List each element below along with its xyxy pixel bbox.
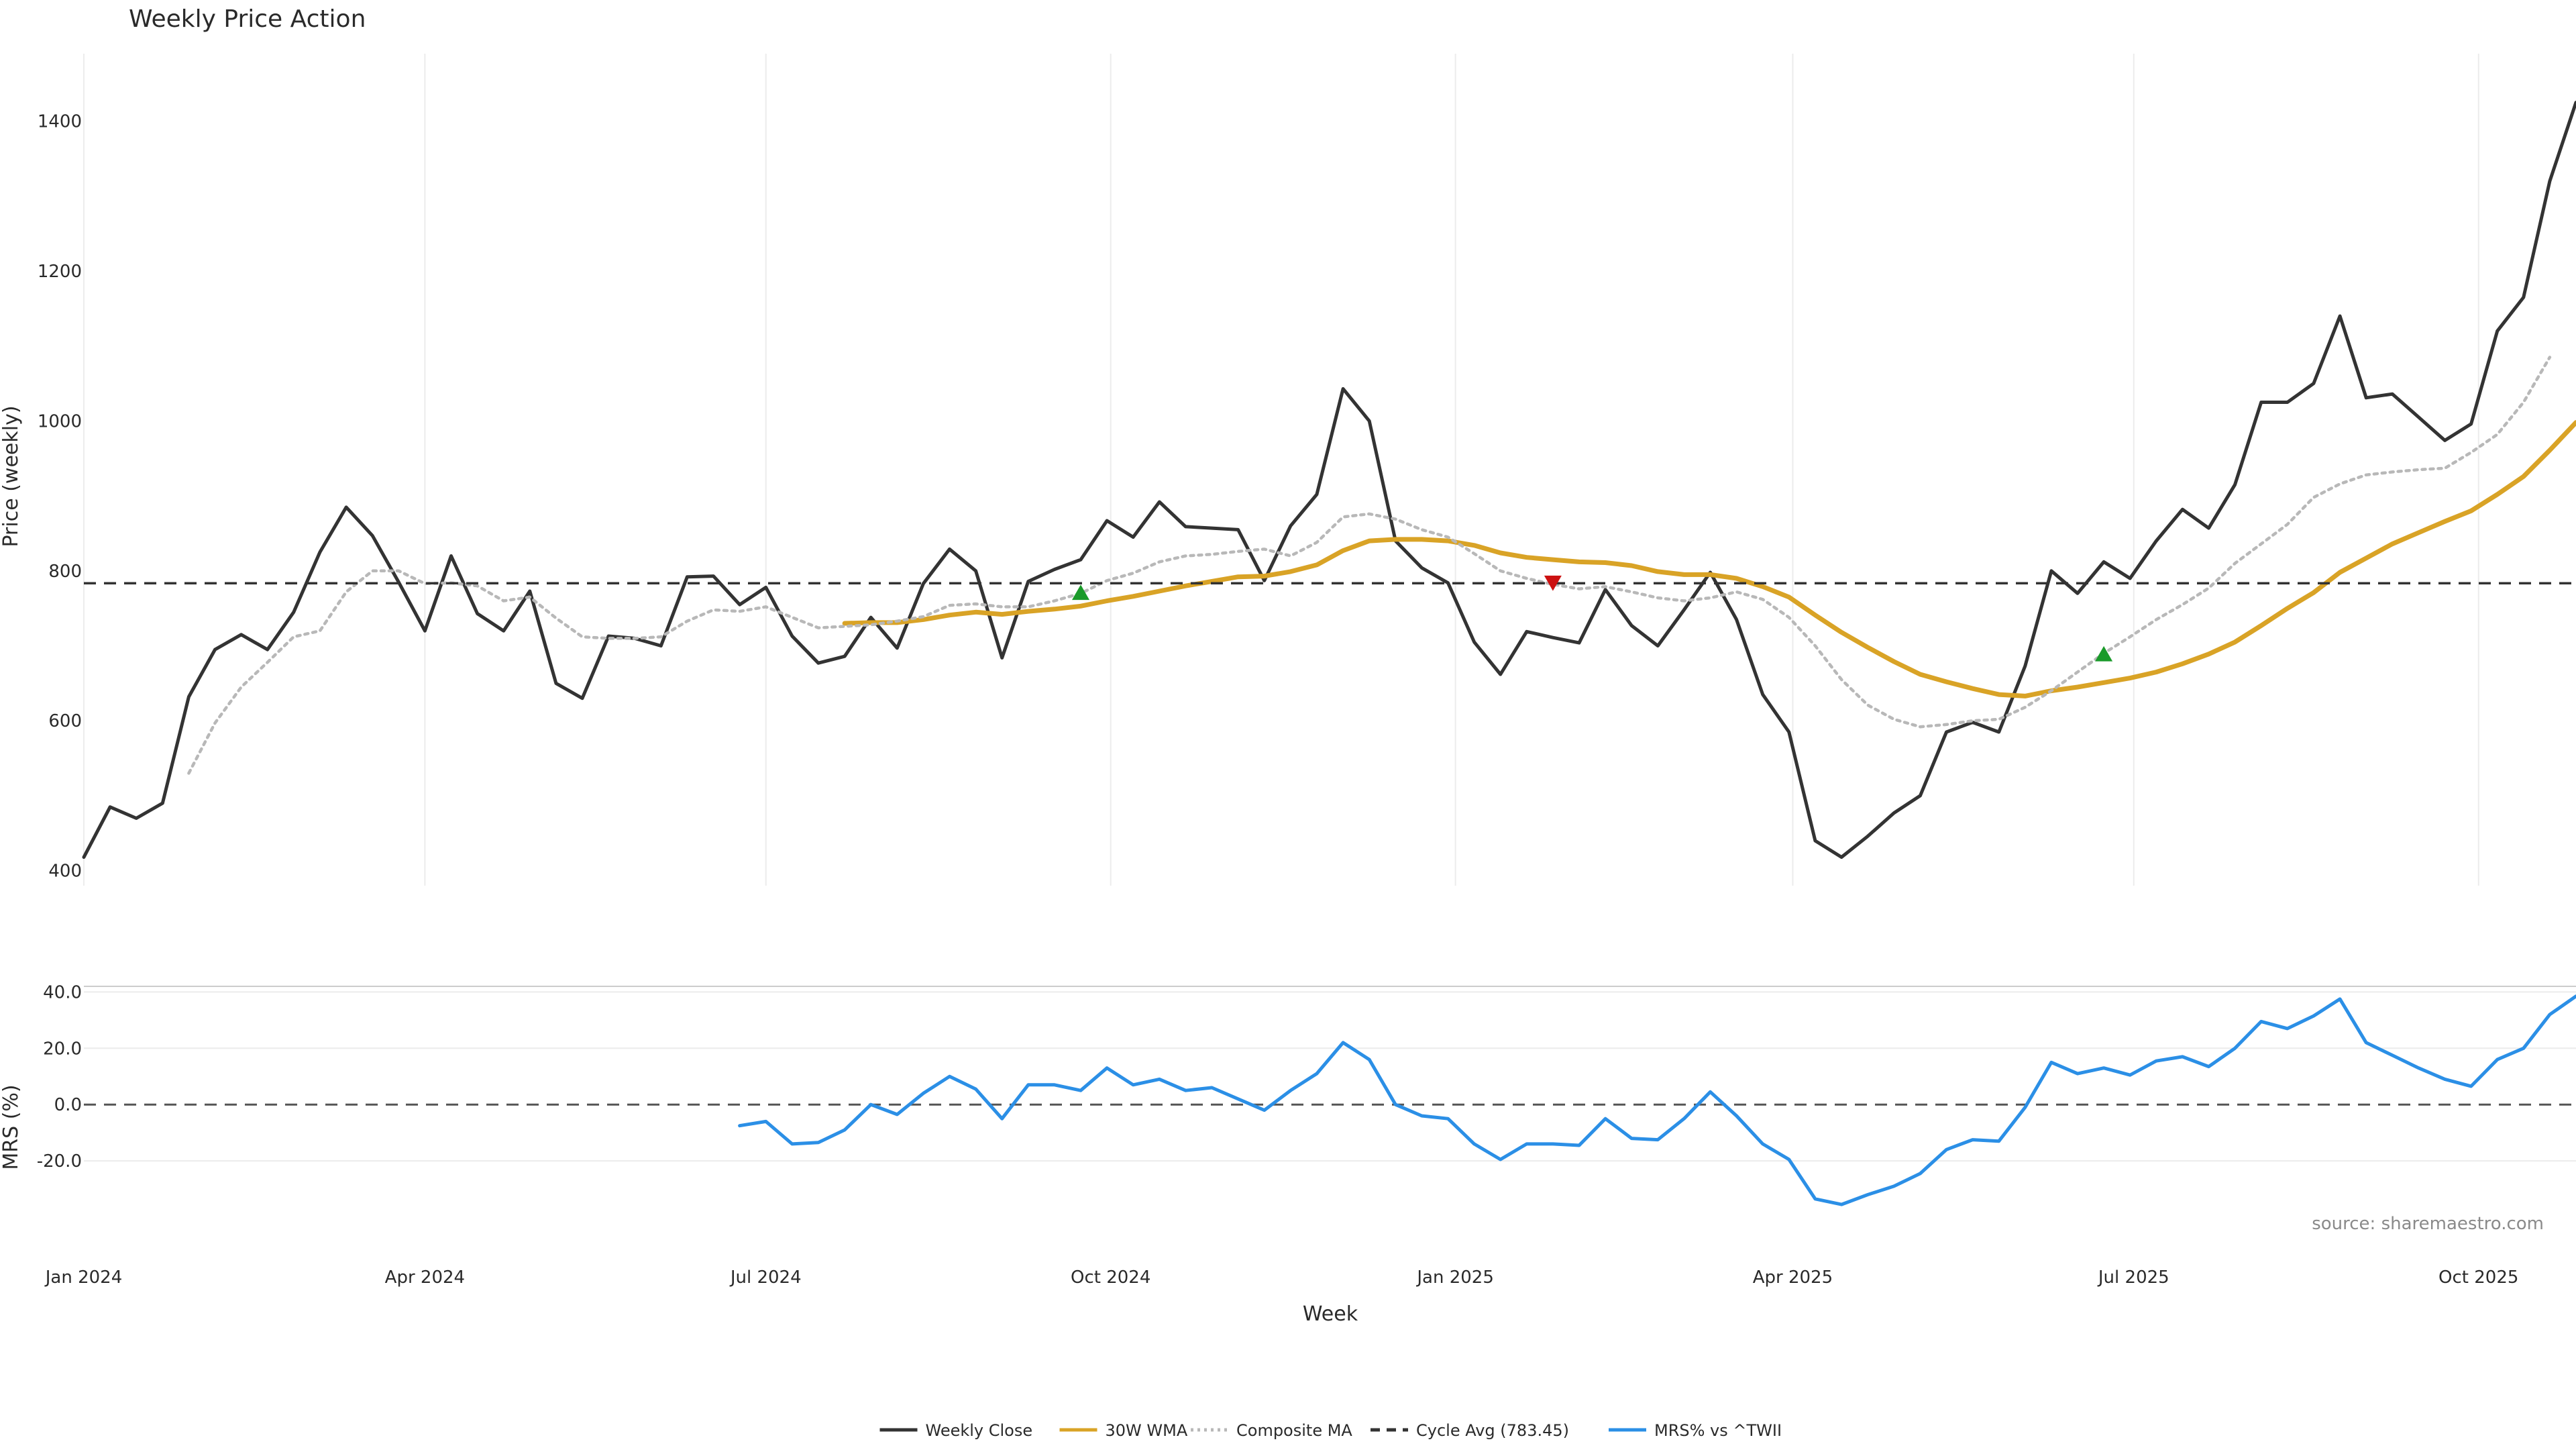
buy-signal-marker-1 bbox=[1072, 584, 1089, 601]
x-tick-label-jul-2024: Jul 2024 bbox=[729, 1267, 802, 1288]
legend-item-weekly-close: Weekly Close bbox=[879, 1421, 1033, 1440]
x-tick-label-jul-2025: Jul 2025 bbox=[2097, 1267, 2169, 1288]
legend-item-composite-ma: Composite MA bbox=[1191, 1421, 1352, 1440]
price-series-weekly-close bbox=[82, 101, 2576, 859]
mrs-series-mrs-vs-twii bbox=[738, 994, 2576, 1206]
mrs-axis-label: MRS (%) bbox=[0, 1084, 23, 1170]
source-note: source: sharemaestro.com bbox=[2312, 1214, 2544, 1234]
price-series-composite-ma bbox=[187, 356, 2552, 775]
x-tick-label-jan-2025: Jan 2025 bbox=[1415, 1267, 1494, 1288]
price-tick-label-1200: 1200 bbox=[38, 262, 82, 282]
price-tick-label-600: 600 bbox=[48, 711, 82, 731]
price-tick-label-1400: 1400 bbox=[38, 112, 82, 132]
legend-item-30w-wma: 30W WMA bbox=[1059, 1421, 1188, 1440]
price-series-30w-wma bbox=[842, 420, 2576, 698]
legend-label-weekly-close: Weekly Close bbox=[926, 1421, 1033, 1440]
price-panel: 400 600 800 1000 1200 1400 bbox=[38, 54, 2576, 886]
price-tick-label-400: 400 bbox=[48, 862, 82, 882]
sell-signal-marker-2 bbox=[1544, 575, 1562, 591]
mrs-tick-label-0-0: 0.0 bbox=[54, 1095, 82, 1115]
mrs-tick-label-40-0: 40.0 bbox=[43, 982, 82, 1002]
x-tick-label-oct-2024: Oct 2024 bbox=[1071, 1267, 1150, 1288]
mrs-panel: 40.0 20.0 0.0 -20.0 bbox=[37, 982, 2576, 1206]
buy-signal-marker-3 bbox=[2095, 645, 2113, 662]
x-axis-ticks: Jan 2024 Apr 2024 Jul 2024 Oct 2024 Jan 2025… bbox=[44, 1267, 2519, 1288]
price-tick-label-800: 800 bbox=[48, 562, 82, 582]
x-axis-label: Week bbox=[1303, 1302, 1358, 1326]
x-tick-label-apr-2025: Apr 2025 bbox=[1753, 1267, 1833, 1288]
legend-label-30w-wma: 30W WMA bbox=[1106, 1421, 1188, 1440]
price-tick-label-1000: 1000 bbox=[38, 411, 82, 431]
mrs-tick-label-20-0: -20.0 bbox=[37, 1151, 82, 1172]
chart-title: Weekly Price Action bbox=[129, 5, 366, 33]
x-tick-label-apr-2024: Apr 2024 bbox=[385, 1267, 465, 1288]
legend: Weekly Close 30W WMA Composite MA Cycle Avg… bbox=[879, 1421, 1782, 1440]
legend-label-cycle-avg-783-45: Cycle Avg (783.45) bbox=[1416, 1421, 1569, 1440]
x-tick-label-jan-2024: Jan 2024 bbox=[44, 1267, 123, 1288]
legend-item-mrs-vs-twii: MRS% vs ^TWII bbox=[1609, 1421, 1782, 1440]
x-tick-label-oct-2025: Oct 2025 bbox=[2438, 1267, 2518, 1288]
legend-item-cycle-avg-783-45: Cycle Avg (783.45) bbox=[1371, 1421, 1569, 1440]
price-axis-label: Price (weekly) bbox=[0, 405, 23, 547]
mrs-tick-label-20-0: 20.0 bbox=[43, 1039, 82, 1059]
legend-label-composite-ma: Composite MA bbox=[1236, 1421, 1352, 1440]
legend-label-mrs-vs-twii: MRS% vs ^TWII bbox=[1654, 1421, 1782, 1440]
